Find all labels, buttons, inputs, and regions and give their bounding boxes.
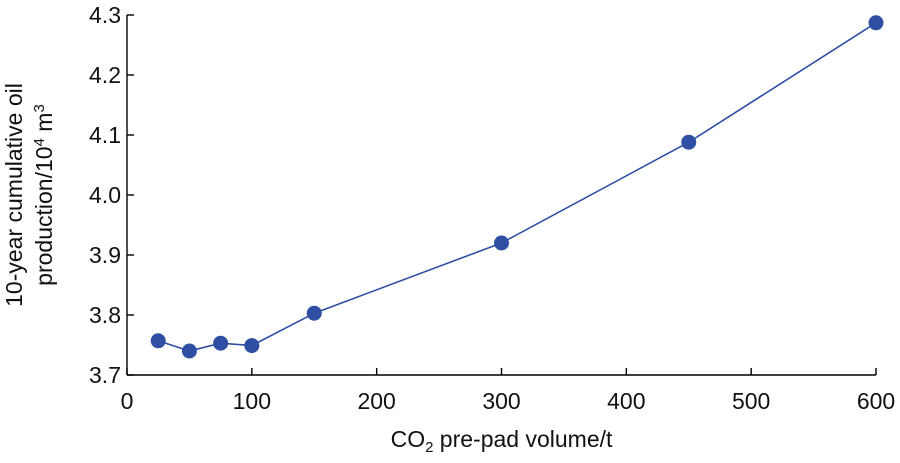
- x-tick-label: 600: [857, 388, 895, 414]
- y-axis-title-line2: production/104 m3: [31, 104, 57, 286]
- axes: [126, 15, 876, 376]
- x-tick-label: 0: [121, 388, 134, 414]
- y-axis-title-line2-prefix: production/10: [31, 146, 57, 285]
- x-tick-label: 400: [607, 388, 645, 414]
- data-point: [150, 333, 166, 349]
- data-point: [244, 338, 260, 354]
- y-axis-title-superscript-1: 4: [31, 138, 48, 146]
- x-axis-ticks: 0 100 200 300 400 500 600: [121, 368, 895, 414]
- y-axis-title-line1: 10-year cumulative oil: [1, 83, 27, 307]
- y-tick-label: 4.2: [89, 62, 121, 88]
- data-point: [181, 343, 197, 359]
- x-axis-title-suffix: pre-pad volume/t: [433, 426, 613, 452]
- x-axis-title-subscript: 2: [425, 439, 433, 456]
- series-line: [157, 22, 877, 352]
- x-tick-label: 300: [482, 388, 520, 414]
- y-tick-label: 4.0: [89, 182, 121, 208]
- y-tick-label: 3.7: [89, 362, 121, 388]
- y-axis-title-superscript-2: 3: [31, 104, 48, 112]
- y-tick-label: 4.1: [89, 122, 121, 148]
- data-point: [213, 335, 229, 351]
- y-tick-label: 3.9: [89, 242, 121, 268]
- x-tick-label: 100: [233, 388, 271, 414]
- y-tick-label: 4.3: [89, 2, 121, 28]
- y-axis-ticks: 3.7 3.8 3.9 4.0 4.1 4.2 4.3: [89, 2, 134, 388]
- x-axis-title-prefix: CO: [391, 426, 426, 452]
- series-layer: [150, 15, 884, 359]
- y-tick-label: 3.8: [89, 302, 121, 328]
- x-tick-label: 500: [732, 388, 770, 414]
- data-point: [681, 134, 697, 150]
- data-point: [306, 305, 322, 321]
- y-axis-title: 10-year cumulative oil production/104 m3: [1, 83, 57, 307]
- y-axis-title-line2-mid: m: [31, 113, 57, 139]
- x-tick-label: 200: [357, 388, 395, 414]
- data-point: [868, 15, 884, 31]
- data-point: [494, 235, 509, 251]
- x-axis-title: CO2 pre-pad volume/t: [391, 426, 613, 456]
